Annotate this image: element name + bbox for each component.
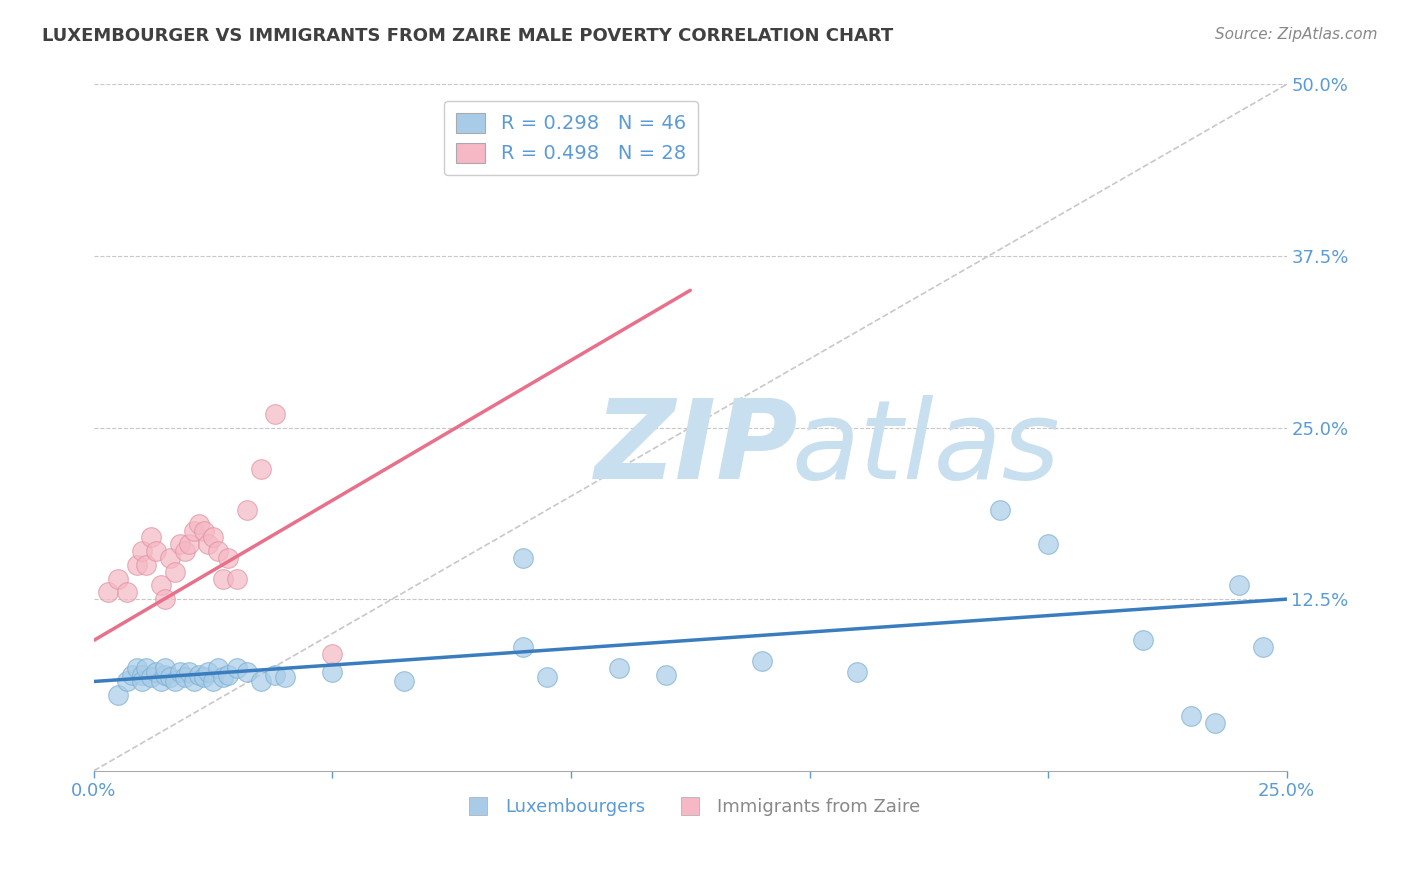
Point (163, 674, 186, 689)
Point (202, 530, 225, 544)
Point (321, 647, 343, 661)
Point (751, 654, 773, 668)
Point (264, 407, 287, 421)
Point (155, 592, 177, 607)
Point (217, 667, 239, 681)
Point (250, 461, 273, 475)
Point (121, 667, 143, 681)
Point (235, 665, 257, 679)
Point (179, 665, 201, 679)
Point (193, 670, 215, 684)
Point (179, 537, 201, 551)
Point (187, 516, 209, 531)
Text: LUXEMBOURGER VS IMMIGRANTS FROM ZAIRE MALE POVERTY CORRELATION CHART: LUXEMBOURGER VS IMMIGRANTS FROM ZAIRE MA… (42, 27, 893, 45)
Point (187, 667, 209, 681)
Point (125, 661, 148, 675)
Point (97, 585, 120, 599)
Point (512, 551, 534, 566)
Point (1251, 640, 1274, 655)
Point (512, 640, 534, 655)
Point (141, 530, 163, 544)
Point (655, 667, 678, 681)
Text: Source: ZipAtlas.com: Source: ZipAtlas.com (1215, 27, 1378, 42)
Point (125, 558, 148, 572)
Point (211, 670, 233, 684)
Point (197, 665, 219, 679)
Point (117, 674, 139, 689)
Point (145, 544, 167, 558)
Point (226, 661, 249, 675)
Point (135, 558, 157, 572)
Point (202, 674, 225, 689)
Point (107, 688, 129, 702)
Point (1227, 578, 1250, 592)
Point (1036, 537, 1059, 551)
Point (226, 572, 249, 586)
Point (207, 661, 229, 675)
Point (141, 670, 163, 684)
Point (607, 661, 630, 675)
Point (173, 670, 195, 684)
Point (197, 537, 219, 551)
Point (988, 503, 1011, 517)
Point (159, 551, 181, 566)
Point (131, 544, 153, 558)
Point (207, 544, 229, 558)
Point (264, 667, 287, 681)
Point (217, 551, 239, 566)
Point (1180, 708, 1202, 723)
Point (250, 674, 273, 689)
Point (193, 524, 215, 538)
Point (159, 670, 181, 684)
Point (163, 565, 186, 579)
Point (107, 572, 129, 586)
Point (135, 661, 157, 675)
Point (145, 665, 167, 679)
Point (211, 572, 233, 586)
Point (155, 661, 177, 675)
Point (131, 674, 153, 689)
Point (536, 670, 558, 684)
Point (155, 667, 177, 681)
Point (274, 670, 297, 684)
Point (131, 667, 153, 681)
Point (235, 503, 257, 517)
Legend: Luxembourgers, Immigrants from Zaire: Luxembourgers, Immigrants from Zaire (453, 791, 928, 823)
Point (1204, 715, 1226, 730)
Point (183, 524, 205, 538)
Point (1132, 633, 1154, 648)
Point (173, 544, 195, 558)
Point (149, 674, 172, 689)
Point (392, 674, 415, 689)
Text: ZIP: ZIP (595, 394, 799, 501)
Point (321, 665, 343, 679)
Point (149, 578, 172, 592)
Text: atlas: atlas (792, 394, 1060, 501)
Point (846, 665, 869, 679)
Point (183, 674, 205, 689)
Point (169, 665, 191, 679)
Point (117, 585, 139, 599)
Point (169, 537, 191, 551)
